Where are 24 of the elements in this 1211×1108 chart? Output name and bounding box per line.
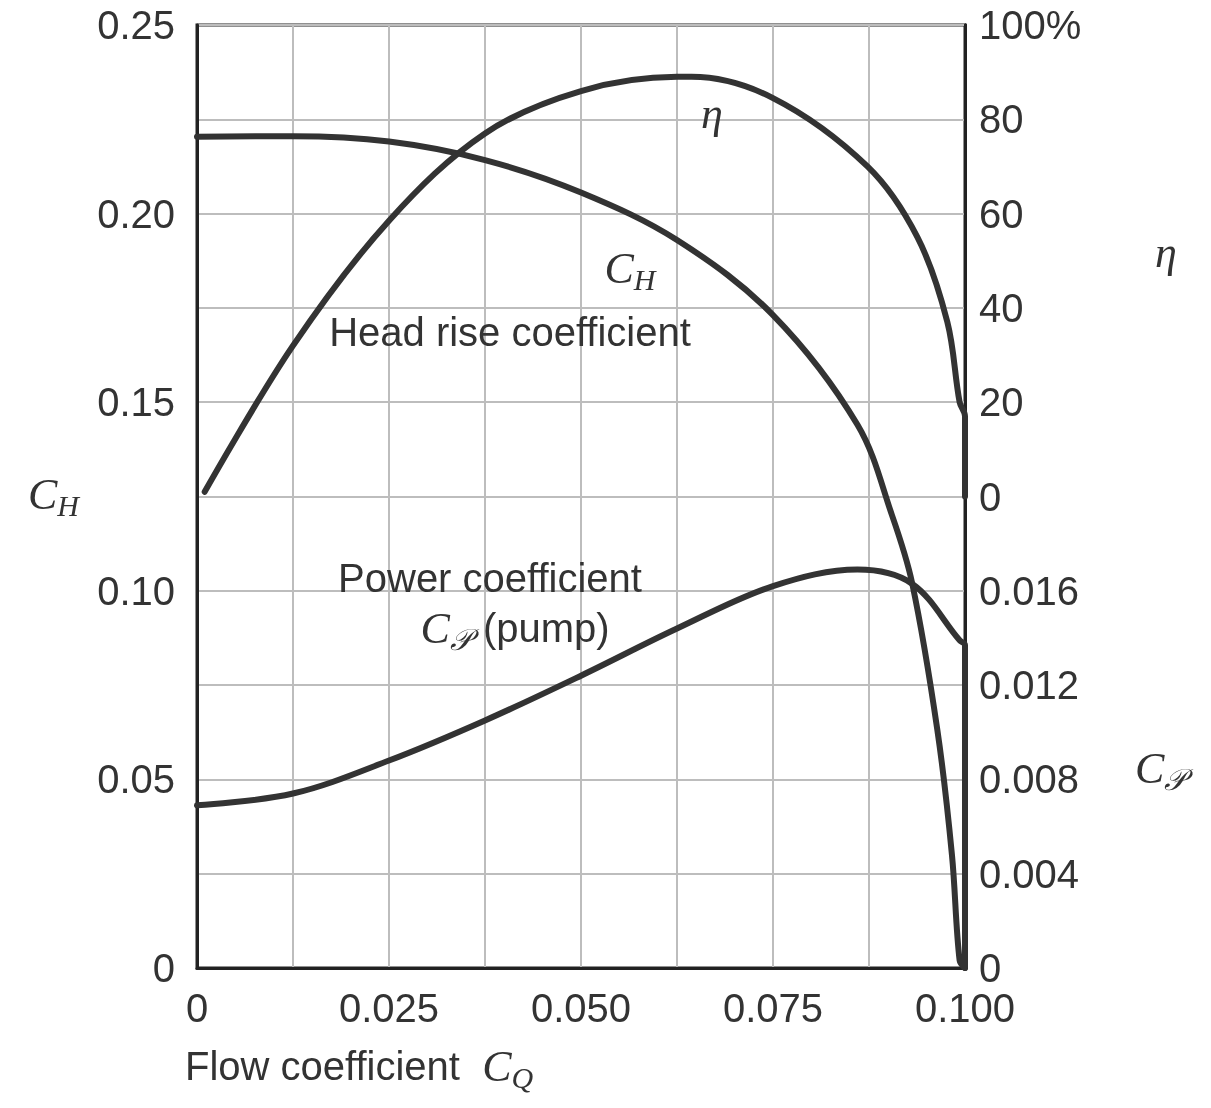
y3-tick-label: 0.008 <box>979 757 1080 802</box>
y2-tick-label: 80 <box>979 97 1024 142</box>
y2-tick-label: 100% <box>979 3 1082 47</box>
x-tick-label: 0.050 <box>530 986 632 1030</box>
y2-axis-title: η <box>1155 227 1177 277</box>
y2-tick-label: 20 <box>979 380 1024 425</box>
x-tick-label: 0.025 <box>338 986 440 1030</box>
y2-tick-label: 0 <box>979 474 1002 519</box>
y-tick-label: 0 <box>152 946 175 990</box>
y3-tick-label: 0.004 <box>979 851 1080 896</box>
x-tick-label: 0 <box>185 986 209 1030</box>
y3-tick-label: 0.016 <box>979 568 1080 613</box>
y2-tick-label: 40 <box>979 285 1024 330</box>
y-tick-label: 0.05 <box>97 757 175 802</box>
annotation: Power coefficient <box>338 556 642 600</box>
y-tick-label: 0.20 <box>97 191 175 236</box>
series-label: η <box>701 88 723 138</box>
y3-tick-label: 0.012 <box>979 663 1080 708</box>
y-tick-label: 0.25 <box>97 3 175 47</box>
y-tick-label: 0.10 <box>97 568 175 613</box>
y2-tick-label: 60 <box>979 191 1024 236</box>
x-tick-label: 0.075 <box>722 986 824 1030</box>
y-tick-label: 0.15 <box>97 380 175 425</box>
annotation: Head rise coefficient <box>329 310 691 354</box>
